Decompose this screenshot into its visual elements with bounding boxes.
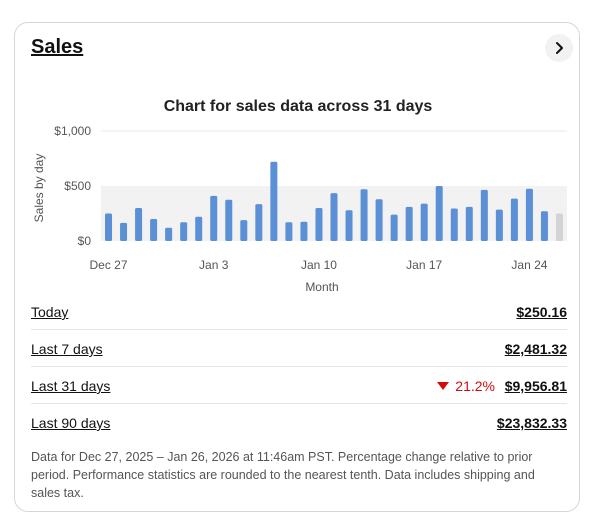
chart-bar xyxy=(240,220,248,241)
stat-row-90-days: Last 90 days $23,832.33 xyxy=(31,404,567,440)
chart-bar xyxy=(420,203,428,241)
stats-list: Today $250.16 Last 7 days $2,481.32 Last… xyxy=(31,293,567,440)
y-tick-label: $0 xyxy=(78,234,92,248)
chevron-right-icon xyxy=(556,42,563,54)
data-footnote: Data for Dec 27, 2025 – Jan 26, 2026 at … xyxy=(31,450,535,500)
chart-bar xyxy=(450,208,458,241)
y-tick-label: $1,000 xyxy=(54,124,91,138)
change-indicator: 21.2% xyxy=(437,378,495,394)
chart-bar xyxy=(510,198,518,241)
open-sales-button[interactable] xyxy=(545,34,573,62)
chart-bar xyxy=(375,199,383,241)
chart-bar xyxy=(315,208,323,241)
chart-bar xyxy=(150,219,158,241)
sales-card: Sales Chart for sales data across 31 day… xyxy=(14,22,580,512)
chart-bar xyxy=(495,209,503,241)
chart-bar xyxy=(165,227,173,241)
stat-label-7-days[interactable]: Last 7 days xyxy=(31,341,103,357)
chart-bar xyxy=(435,186,443,241)
x-tick-label: Jan 3 xyxy=(199,258,229,272)
chart-bar xyxy=(270,161,278,241)
stat-row-today: Today $250.16 xyxy=(31,293,567,330)
chart-bar xyxy=(525,188,533,241)
down-arrow-icon xyxy=(437,382,450,390)
chart-bar xyxy=(390,214,398,241)
stat-row-31-days: Last 31 days 21.2% $9,956.81 xyxy=(31,367,567,404)
chart-bar xyxy=(555,213,563,241)
stat-label-90-days[interactable]: Last 90 days xyxy=(31,415,111,431)
y-axis-title: Sales by day xyxy=(32,154,46,223)
chart-bar xyxy=(225,199,233,241)
chart-title: Chart for sales data across 31 days xyxy=(163,98,433,115)
chart-bar xyxy=(330,193,338,241)
chart-bar xyxy=(285,222,293,241)
sales-title-link[interactable]: Sales xyxy=(31,36,84,58)
chart-bar xyxy=(300,221,308,241)
chart-bar xyxy=(210,195,218,241)
chart-bar xyxy=(180,222,188,241)
chart-bar xyxy=(120,222,128,241)
change-percent: 21.2% xyxy=(455,378,495,394)
chart-bar xyxy=(345,210,353,241)
sales-bar-chart: $0 $500 $1,000 Dec 27 Jan 3 Jan 10 Jan 17 Jan 2… xyxy=(32,124,567,294)
stat-label-31-days[interactable]: Last 31 days xyxy=(31,378,111,394)
chart-bar xyxy=(465,206,473,241)
y-tick-label: $500 xyxy=(64,179,91,193)
chart-bar xyxy=(480,189,488,241)
stat-value-90-days[interactable]: $23,832.33 xyxy=(496,415,567,431)
stat-value-today[interactable]: $250.16 xyxy=(516,304,567,320)
chart-bar xyxy=(195,216,203,241)
chart-bar xyxy=(255,204,263,241)
chart-bar xyxy=(105,213,113,241)
chart-bar xyxy=(135,208,143,241)
stat-row-7-days: Last 7 days $2,481.32 xyxy=(31,330,567,367)
x-tick-label: Jan 17 xyxy=(406,258,442,272)
x-axis-title: Month xyxy=(305,280,338,294)
stat-label-today[interactable]: Today xyxy=(31,304,69,320)
chart-bar xyxy=(540,211,548,241)
stat-value-7-days[interactable]: $2,481.32 xyxy=(504,341,567,357)
x-tick-label: Dec 27 xyxy=(90,258,128,272)
chart-bar xyxy=(360,189,368,241)
x-tick-label: Jan 24 xyxy=(511,258,547,272)
chart-bar xyxy=(405,206,413,241)
stat-value-31-days[interactable]: $9,956.81 xyxy=(504,378,567,394)
x-tick-label: Jan 10 xyxy=(301,258,337,272)
